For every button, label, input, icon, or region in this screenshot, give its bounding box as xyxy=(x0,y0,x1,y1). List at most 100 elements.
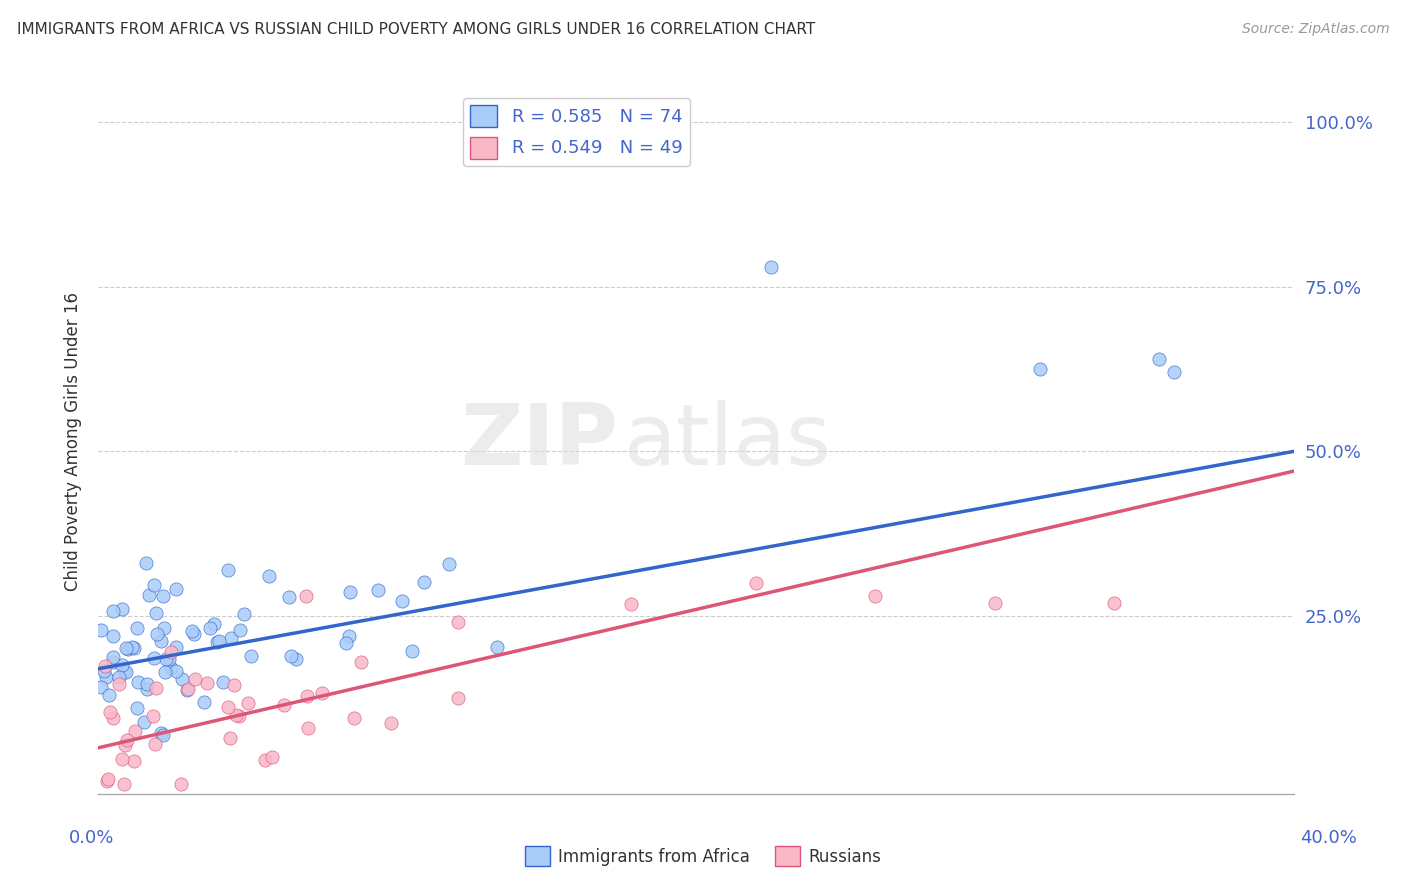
Point xyxy=(94,669,117,683)
Point xyxy=(1028,362,1050,376)
Point xyxy=(114,665,136,680)
Point xyxy=(132,715,155,730)
Y-axis label: Child Poverty Among Girls Under 16: Child Poverty Among Girls Under 16 xyxy=(63,292,82,591)
Point xyxy=(122,641,145,656)
Point xyxy=(103,603,125,617)
Point xyxy=(94,659,117,673)
Point xyxy=(367,582,389,597)
Point xyxy=(111,806,134,821)
Point xyxy=(111,657,134,672)
Point xyxy=(112,665,135,680)
Point xyxy=(195,676,218,690)
Point xyxy=(150,726,173,740)
Point xyxy=(135,557,157,571)
Point xyxy=(486,640,509,655)
Point xyxy=(152,728,174,742)
Point xyxy=(90,680,112,694)
Point xyxy=(93,664,115,678)
Point xyxy=(111,752,134,766)
Point xyxy=(217,564,239,578)
Point xyxy=(759,260,782,274)
Point xyxy=(111,602,134,616)
Point xyxy=(97,772,120,786)
Point xyxy=(284,652,307,666)
Point xyxy=(145,606,167,620)
Point xyxy=(181,624,204,638)
Point xyxy=(401,644,423,658)
Point xyxy=(160,645,183,659)
Point xyxy=(240,648,263,663)
Point xyxy=(333,810,356,824)
Point xyxy=(207,635,229,649)
Point xyxy=(170,777,193,791)
Point xyxy=(124,754,146,768)
Point xyxy=(155,652,177,666)
Point xyxy=(610,109,633,123)
Point xyxy=(90,623,112,637)
Point xyxy=(343,711,366,725)
Point xyxy=(264,814,287,828)
Point xyxy=(984,596,1007,610)
Point xyxy=(391,594,413,608)
Legend: Immigrants from Africa, Russians: Immigrants from Africa, Russians xyxy=(519,839,887,873)
Point xyxy=(311,686,333,700)
Point xyxy=(254,753,277,767)
Point xyxy=(115,641,138,656)
Point xyxy=(97,688,120,702)
Point xyxy=(150,633,173,648)
Point xyxy=(108,670,131,684)
Point xyxy=(207,634,229,648)
Point xyxy=(217,700,239,714)
Point xyxy=(262,749,284,764)
Point xyxy=(232,607,254,621)
Point xyxy=(228,709,250,723)
Point xyxy=(295,590,318,604)
Point xyxy=(153,621,176,635)
Text: atlas: atlas xyxy=(624,400,832,483)
Point xyxy=(337,629,360,643)
Point xyxy=(447,690,470,705)
Point xyxy=(145,681,167,695)
Point xyxy=(157,652,180,666)
Point xyxy=(152,589,174,603)
Point xyxy=(1147,352,1170,367)
Point xyxy=(263,814,285,828)
Text: 40.0%: 40.0% xyxy=(1301,829,1357,847)
Point xyxy=(183,626,205,640)
Point xyxy=(103,655,125,669)
Point xyxy=(145,627,167,641)
Text: Source: ZipAtlas.com: Source: ZipAtlas.com xyxy=(1241,22,1389,37)
Legend: R = 0.585   N = 74, R = 0.549   N = 49: R = 0.585 N = 74, R = 0.549 N = 49 xyxy=(463,98,690,166)
Point xyxy=(135,677,157,691)
Point xyxy=(112,777,135,791)
Point xyxy=(277,590,299,604)
Point xyxy=(202,617,225,632)
Point xyxy=(350,655,373,669)
Point xyxy=(447,615,470,629)
Point xyxy=(115,732,138,747)
Point xyxy=(138,588,160,602)
Point xyxy=(121,640,143,654)
Point xyxy=(142,709,165,723)
Point xyxy=(236,696,259,710)
Point xyxy=(124,724,146,739)
Point xyxy=(219,731,242,745)
Point xyxy=(200,621,222,635)
Point xyxy=(257,569,280,583)
Point xyxy=(222,678,245,692)
Point xyxy=(437,557,460,571)
Point xyxy=(160,661,183,675)
Point xyxy=(125,701,148,715)
Point xyxy=(295,690,318,704)
Point xyxy=(165,665,187,679)
Point xyxy=(108,677,131,691)
Point xyxy=(280,648,302,663)
Point xyxy=(620,598,643,612)
Point xyxy=(176,682,198,697)
Point xyxy=(96,774,118,789)
Point xyxy=(143,650,166,665)
Point xyxy=(193,695,215,709)
Point xyxy=(103,629,125,643)
Point xyxy=(176,682,198,697)
Point xyxy=(339,584,361,599)
